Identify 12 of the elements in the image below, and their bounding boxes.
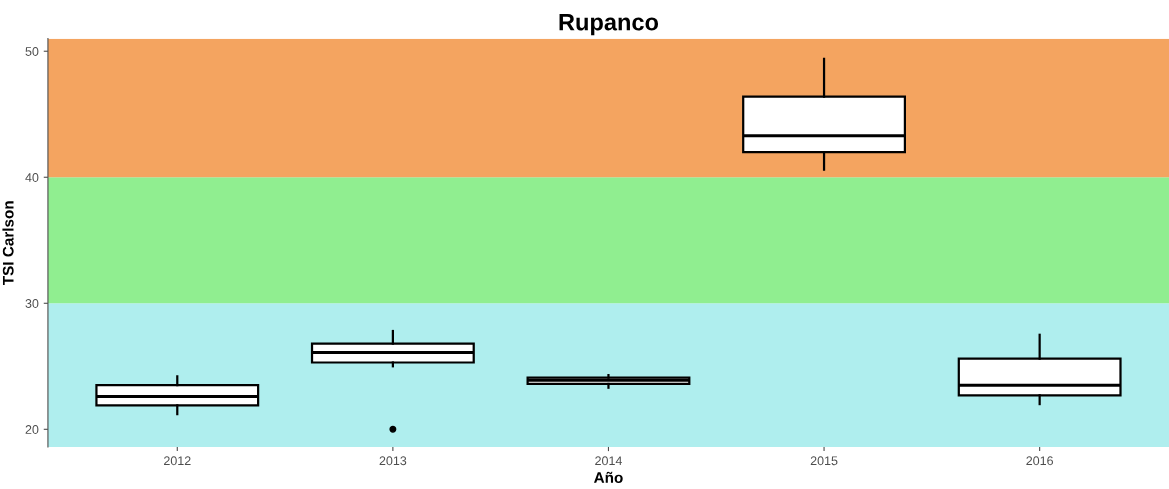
x-tick-label: 2014	[595, 456, 622, 466]
y-tick-label: 20	[25, 425, 39, 434]
y-tick-label: 40	[25, 173, 39, 182]
x-axis-title: Año	[594, 471, 623, 484]
x-tick-label: 2015	[810, 456, 838, 466]
y-tick-label: 30	[25, 299, 39, 308]
x-tick-label: 2012	[164, 456, 191, 466]
chart-title: Rupanco	[559, 14, 659, 36]
y-axis-title: TSI Carlson	[2, 201, 14, 286]
y-tick-label: 50	[25, 47, 39, 56]
x-tick-label: 2013	[379, 456, 407, 466]
x-tick-label: 2016	[1026, 456, 1053, 466]
